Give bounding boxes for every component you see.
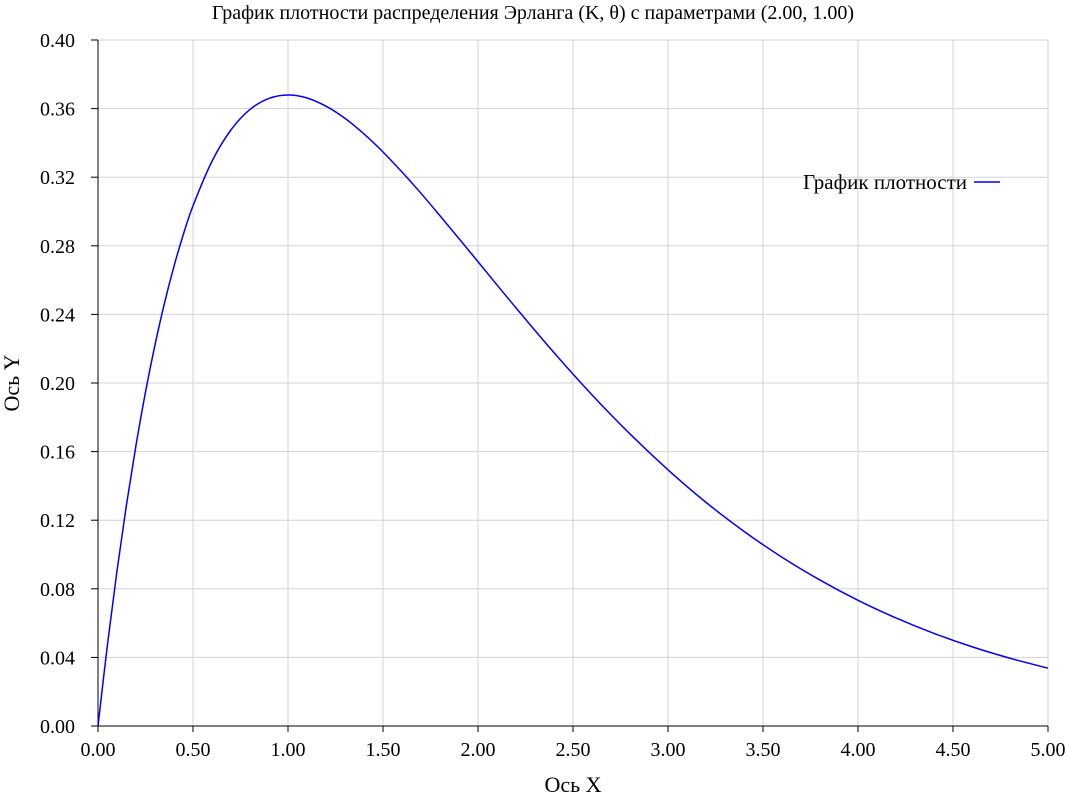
y-tick-label: 0.32 — [40, 167, 75, 189]
x-tick-label: 5.00 — [1031, 739, 1066, 761]
x-tick-label: 3.00 — [651, 739, 686, 761]
grid — [97, 39, 1049, 727]
y-tick-label: 0.12 — [40, 510, 75, 532]
x-tick-label: 3.50 — [746, 739, 781, 761]
y-tick-label: 0.04 — [40, 647, 75, 669]
chart-title: График плотности распределения Эрланга (… — [212, 2, 854, 24]
series-line-density — [97, 94, 1049, 727]
legend-label: График плотности — [803, 170, 967, 194]
x-tick-label: 2.00 — [461, 739, 496, 761]
y-axis-title: Ось Y — [0, 354, 24, 411]
y-tick-label: 0.40 — [40, 30, 75, 52]
y-tick-label: 0.08 — [40, 579, 75, 601]
y-tick-label: 0.24 — [40, 304, 75, 326]
x-tick-label: 4.00 — [841, 739, 876, 761]
axes: 0.00 0.50 1.00 1.50 2.00 2.50 3.00 3.50 4.00 4.50… — [40, 30, 1066, 761]
x-tick-label: 1.00 — [271, 739, 306, 761]
legend: График плотности — [803, 170, 1000, 194]
y-tick-label: 0.16 — [40, 442, 75, 464]
y-tick-label: 0.20 — [40, 373, 75, 395]
x-tick-label: 4.50 — [936, 739, 971, 761]
x-tick-label: 1.50 — [366, 739, 401, 761]
x-axis-title: Ось X — [544, 772, 601, 797]
series-layer — [97, 94, 1049, 727]
x-tick-label: 0.00 — [81, 739, 116, 761]
y-tick-label: 0.28 — [40, 236, 75, 258]
x-tick-label: 0.50 — [176, 739, 211, 761]
y-tick-label: 0.36 — [40, 99, 75, 121]
y-tick-label: 0.00 — [40, 716, 75, 738]
x-tick-label: 2.50 — [556, 739, 591, 761]
